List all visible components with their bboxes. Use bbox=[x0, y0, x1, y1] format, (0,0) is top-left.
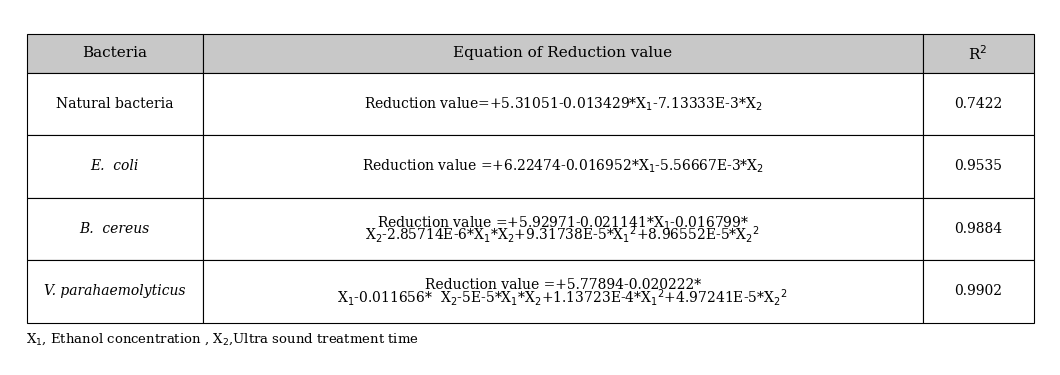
Text: 0.9902: 0.9902 bbox=[954, 284, 1002, 298]
Text: X$_1$-0.011656*  X$_2$-5E-5*X$_1$*X$_2$+1.13723E-4*X$_1$$^2$+4.97241E-5*X$_2$$^2: X$_1$-0.011656* X$_2$-5E-5*X$_1$*X$_2$+1… bbox=[337, 287, 788, 308]
Text: Reduction value =+6.22474-0.016952*X$_1$-5.56667E-3*X$_2$: Reduction value =+6.22474-0.016952*X$_1$… bbox=[361, 158, 764, 175]
Bar bbox=[26, 73, 202, 135]
Bar bbox=[26, 135, 202, 198]
Bar bbox=[922, 260, 1034, 322]
Text: 0.7422: 0.7422 bbox=[954, 97, 1003, 111]
Text: X$_1$, Ethanol concentration , X$_2$,Ultra sound treatment time: X$_1$, Ethanol concentration , X$_2$,Ult… bbox=[26, 332, 420, 347]
Bar bbox=[26, 198, 202, 260]
Bar bbox=[202, 260, 922, 322]
Bar bbox=[922, 135, 1034, 198]
Text: B.  cereus: B. cereus bbox=[80, 222, 149, 236]
Bar bbox=[202, 73, 922, 135]
Bar bbox=[202, 135, 922, 198]
Bar bbox=[26, 260, 202, 322]
Text: 0.9535: 0.9535 bbox=[954, 159, 1002, 173]
Text: Natural bacteria: Natural bacteria bbox=[56, 97, 174, 111]
Text: Reduction value=+5.31051-0.013429*X$_1$-7.13333E-3*X$_2$: Reduction value=+5.31051-0.013429*X$_1$-… bbox=[364, 95, 762, 112]
Bar bbox=[922, 198, 1034, 260]
Text: Reduction value =+5.77894-0.020222*: Reduction value =+5.77894-0.020222* bbox=[425, 278, 701, 292]
Text: V. parahaemolyticus: V. parahaemolyticus bbox=[43, 284, 186, 298]
Text: 0.9884: 0.9884 bbox=[954, 222, 1002, 236]
Text: Reduction value =+5.92971-0.021141*X$_1$-0.016799*: Reduction value =+5.92971-0.021141*X$_1$… bbox=[376, 214, 748, 231]
Text: Equation of Reduction value: Equation of Reduction value bbox=[454, 46, 672, 60]
Bar bbox=[202, 198, 922, 260]
Text: E.  coli: E. coli bbox=[90, 159, 139, 173]
Bar bbox=[922, 34, 1034, 73]
Bar bbox=[922, 73, 1034, 135]
Text: R$^2$: R$^2$ bbox=[969, 44, 988, 63]
Text: X$_2$-2.85714E-6*X$_1$*X$_2$+9.31738E-5*X$_1$$^2$+8.96552E-5*X$_2$$^2$: X$_2$-2.85714E-6*X$_1$*X$_2$+9.31738E-5*… bbox=[366, 224, 760, 245]
Bar bbox=[26, 34, 202, 73]
Text: Bacteria: Bacteria bbox=[82, 46, 147, 60]
Bar bbox=[202, 34, 922, 73]
